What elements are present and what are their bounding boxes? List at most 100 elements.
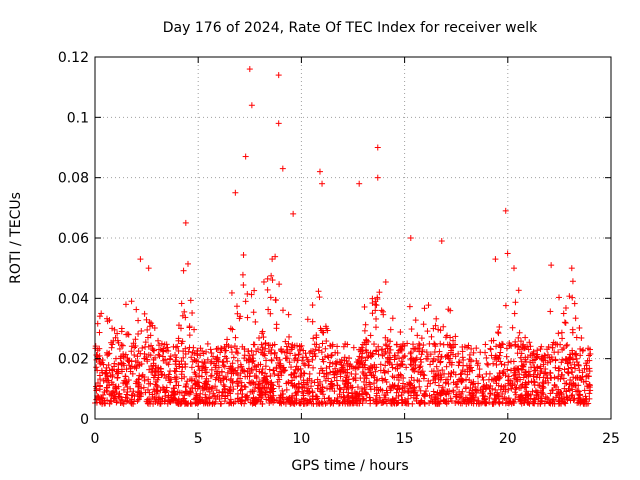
data-point	[572, 382, 579, 389]
data-point	[354, 390, 361, 397]
data-point	[180, 267, 187, 274]
data-point	[467, 358, 474, 365]
data-point	[238, 379, 245, 386]
data-point	[363, 375, 370, 382]
data-point	[427, 351, 434, 358]
data-point	[207, 360, 214, 367]
data-point	[358, 385, 365, 392]
data-point	[496, 398, 503, 405]
data-point	[437, 340, 444, 347]
data-point	[549, 344, 556, 351]
data-point	[586, 352, 593, 359]
data-point	[222, 347, 229, 354]
data-point	[217, 349, 224, 356]
data-point	[547, 308, 554, 315]
data-point	[104, 388, 111, 395]
data-point	[559, 356, 566, 363]
data-point	[522, 334, 529, 341]
data-point	[448, 361, 455, 368]
data-point	[574, 374, 581, 381]
data-point	[396, 355, 403, 362]
data-point	[290, 210, 297, 217]
data-point	[411, 387, 418, 394]
data-point	[409, 366, 416, 373]
data-point	[196, 372, 203, 379]
data-point	[373, 347, 380, 354]
data-point	[203, 369, 210, 376]
data-point	[169, 396, 176, 403]
data-point	[567, 359, 574, 366]
data-point	[313, 341, 320, 348]
data-point	[204, 356, 211, 363]
data-point	[298, 342, 305, 349]
data-point	[167, 368, 174, 375]
data-point	[116, 345, 123, 352]
data-point	[300, 390, 307, 397]
data-point	[421, 400, 428, 407]
data-point	[316, 399, 323, 406]
data-point	[234, 310, 241, 317]
data-point	[230, 354, 237, 361]
data-point	[167, 356, 174, 363]
data-point	[508, 343, 515, 350]
data-point	[134, 359, 141, 366]
data-point	[531, 379, 538, 386]
data-point	[100, 377, 107, 384]
data-point	[581, 387, 588, 394]
data-point	[553, 394, 560, 401]
data-point	[343, 398, 350, 405]
data-point	[281, 349, 288, 356]
data-point	[182, 388, 189, 395]
data-point	[339, 364, 346, 371]
data-point	[515, 365, 522, 372]
data-point	[103, 377, 110, 384]
data-point	[96, 329, 103, 336]
data-point	[380, 367, 387, 374]
data-point	[334, 343, 341, 350]
data-point	[131, 351, 138, 358]
data-point	[414, 345, 421, 352]
data-point	[143, 353, 150, 360]
data-point	[401, 383, 408, 390]
data-point	[428, 333, 435, 340]
data-point	[369, 310, 376, 317]
data-point	[474, 398, 481, 405]
data-point	[96, 313, 103, 320]
data-point	[326, 398, 333, 405]
data-point	[134, 353, 141, 360]
data-point	[445, 380, 452, 387]
data-point	[469, 367, 476, 374]
data-point	[561, 319, 568, 326]
chart-title: Day 176 of 2024, Rate Of TEC Index for r…	[163, 20, 538, 36]
data-point	[134, 389, 141, 396]
data-point	[361, 339, 368, 346]
data-point	[450, 351, 457, 358]
data-point	[250, 351, 257, 358]
data-point	[578, 376, 585, 383]
data-point	[417, 387, 424, 394]
data-point	[411, 365, 418, 372]
data-point	[467, 364, 474, 371]
data-point	[157, 365, 164, 372]
data-point	[159, 398, 166, 405]
data-point	[265, 306, 272, 313]
plot-frame	[94, 56, 612, 420]
data-point	[579, 369, 586, 376]
data-point	[433, 315, 440, 322]
data-point	[312, 393, 319, 400]
data-point	[373, 302, 380, 309]
data-point	[96, 372, 103, 379]
data-point	[329, 360, 336, 367]
data-point	[560, 310, 567, 317]
data-point	[175, 382, 182, 389]
data-point	[134, 383, 141, 390]
data-point	[289, 377, 296, 384]
data-point	[239, 271, 246, 278]
data-point	[493, 343, 500, 350]
data-point	[193, 392, 200, 399]
data-point	[185, 260, 192, 267]
data-point	[131, 398, 138, 405]
data-point	[567, 397, 574, 404]
data-point	[149, 391, 156, 398]
data-point	[122, 379, 129, 386]
